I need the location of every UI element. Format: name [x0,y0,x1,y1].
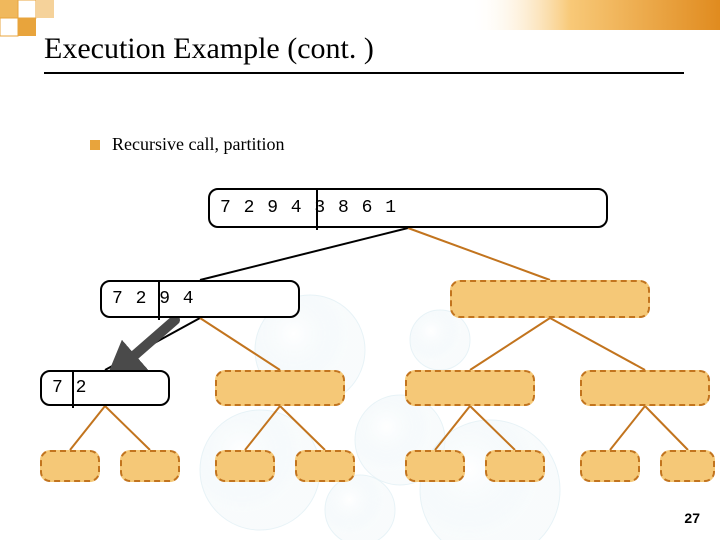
tree-node: 7 2 [40,370,170,406]
tree-node [580,370,710,406]
node-text: 7 2 [52,378,87,398]
page-number: 27 [684,510,700,526]
corner-gradient-bar [470,0,720,30]
tree-node [295,450,355,482]
tree-node [450,280,650,318]
tree-node [215,370,345,406]
tree-node [120,450,180,482]
tree-node: 7 2 9 4 [100,280,300,318]
node-text: 7 2 9 4 3 8 6 1 [220,198,397,218]
split-bar [316,190,318,230]
tree-node [485,450,545,482]
page-title: Execution Example (cont. ) [44,32,374,66]
tree-node [40,450,100,482]
bullet-square-icon [90,140,100,150]
split-bar [72,372,74,408]
tree-node [660,450,715,482]
split-bar [158,282,160,320]
slide: Execution Example (cont. ) Recursive cal… [0,0,720,540]
bullet-text: Recursive call, partition [112,134,284,155]
tree-node [405,370,535,406]
node-text: 7 2 9 4 [112,289,195,309]
tree-node: 7 2 9 4 3 8 6 1 [208,188,608,228]
tree-node [215,450,275,482]
tree-node [405,450,465,482]
tree-node [580,450,640,482]
title-underline [44,72,684,74]
